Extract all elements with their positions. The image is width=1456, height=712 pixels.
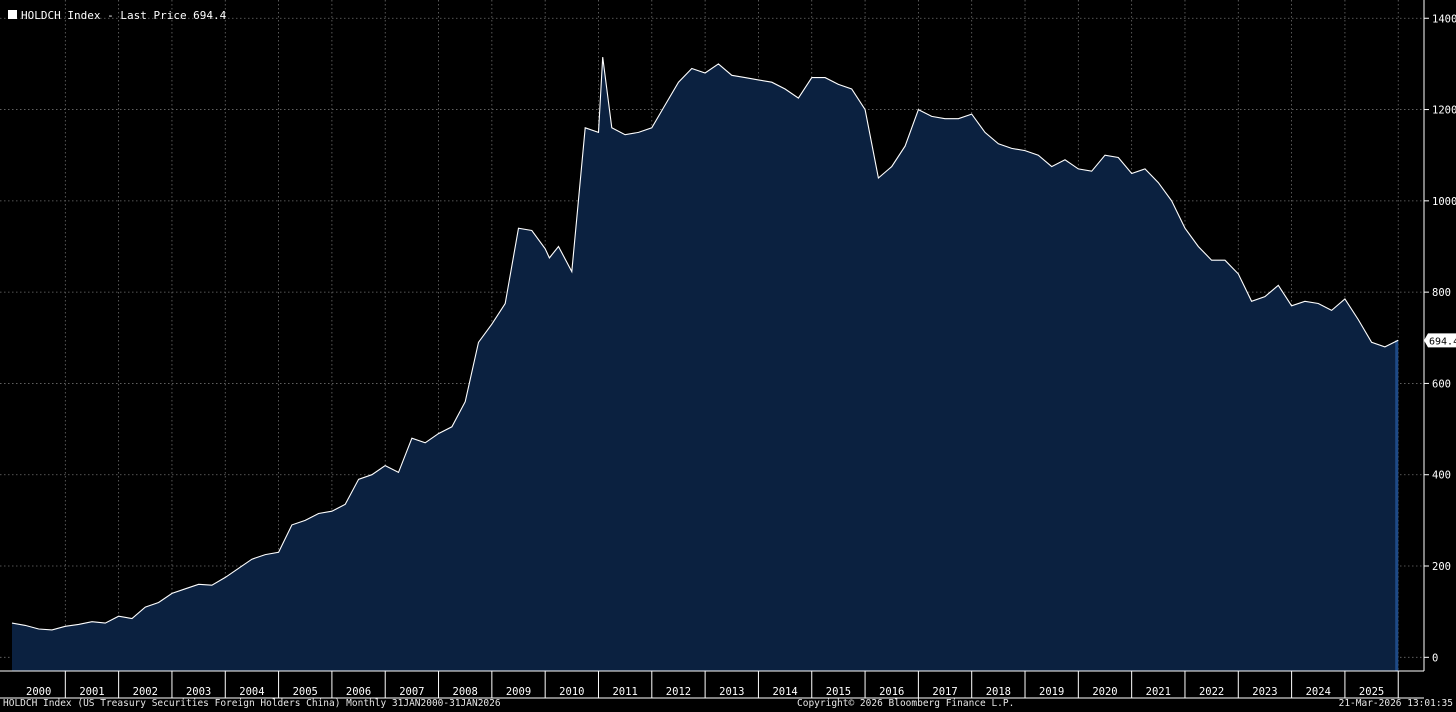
y-tick-label: 0 <box>1432 652 1438 664</box>
x-tick-label: 2008 <box>453 686 478 698</box>
last-price-tag: 694.4 <box>1424 333 1456 348</box>
x-tick-label: 2000 <box>26 686 51 698</box>
x-tick-label: 2004 <box>239 686 264 698</box>
x-tick-label: 2011 <box>612 686 637 698</box>
legend[interactable]: HOLDCH Index - Last Price 694.4 <box>8 9 227 22</box>
x-tick-label: 2022 <box>1199 686 1224 698</box>
footer-description: HOLDCH Index (US Treasury Securities For… <box>3 698 501 709</box>
footer-copyright: Copyright© 2026 Bloomberg Finance L.P. <box>797 698 1015 709</box>
x-tick-label: 2010 <box>559 686 584 698</box>
x-tick-label: 2017 <box>932 686 957 698</box>
x-tick-label: 2019 <box>1039 686 1064 698</box>
x-tick-label: 2007 <box>399 686 424 698</box>
series-line-holdch <box>11 57 1399 631</box>
last-price-tag-label: 694.4 <box>1429 336 1456 347</box>
y-axis: 0 200 400 600 800 1000 1200 1400 <box>1423 0 1456 671</box>
y-tick-label: 1400 <box>1432 13 1456 25</box>
last-bar-highlight <box>1395 340 1399 671</box>
y-tick-label: 400 <box>1432 470 1451 482</box>
y-tick-label: 600 <box>1432 378 1451 390</box>
x-tick-label: 2012 <box>666 686 691 698</box>
x-tick-label: 2009 <box>506 686 531 698</box>
x-tick-label: 2014 <box>772 686 797 698</box>
x-axis: 2000 2001 2002 2003 2004 2005 2006 2007 2008 2009… <box>0 670 1424 699</box>
x-tick-label: 2002 <box>133 686 158 698</box>
x-tick-label: 2005 <box>293 686 318 698</box>
x-tick-label: 2018 <box>986 686 1011 698</box>
last-price-tag-box <box>1424 333 1456 348</box>
y-tick-label: 1200 <box>1432 105 1456 117</box>
legend-swatch <box>8 10 17 19</box>
legend-label: HOLDCH Index - Last Price 694.4 <box>21 9 227 22</box>
x-tick-label: 2025 <box>1359 686 1384 698</box>
x-tick-label: 2020 <box>1092 686 1117 698</box>
x-tick-label: 2001 <box>79 686 104 698</box>
plot-area <box>11 57 1399 672</box>
x-tick-label: 2024 <box>1306 686 1331 698</box>
x-tick-label: 2023 <box>1252 686 1277 698</box>
y-tick-label: 800 <box>1432 287 1451 299</box>
x-tick-label: 2016 <box>879 686 904 698</box>
y-tick-label: 200 <box>1432 561 1451 573</box>
y-tick-label: 1000 <box>1432 196 1456 208</box>
x-tick-label: 2013 <box>719 686 744 698</box>
x-tick-label: 2003 <box>186 686 211 698</box>
x-tick-label: 2015 <box>826 686 851 698</box>
footer-timestamp: 21-Mar-2026 13:01:35 <box>1338 698 1453 709</box>
x-tick-label: 2021 <box>1146 686 1171 698</box>
series-area-holdch <box>12 57 1399 672</box>
x-tick-label: 2006 <box>346 686 371 698</box>
